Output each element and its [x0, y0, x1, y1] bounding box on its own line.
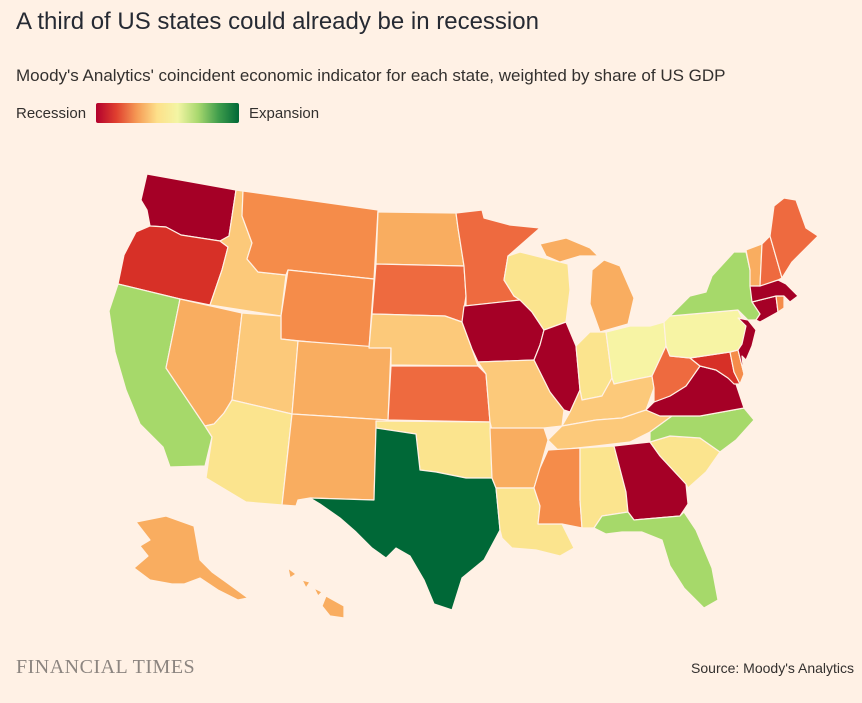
state-sd	[371, 263, 467, 323]
state-tx	[309, 427, 501, 611]
state-fl	[593, 511, 719, 609]
us-states-map	[108, 173, 819, 619]
color-legend: Recession Expansion	[16, 102, 319, 124]
state-pa	[663, 309, 747, 359]
state-nh	[759, 235, 783, 287]
state-ak	[133, 515, 249, 601]
ft-logo: FINANCIAL TIMES	[16, 656, 196, 678]
chart-subtitle: Moody's Analytics' coincident economic i…	[16, 66, 726, 85]
state-mi	[539, 237, 635, 333]
state-ny	[669, 251, 761, 321]
state-ks	[387, 365, 491, 423]
source-note: Source: Moody's Analytics	[691, 660, 854, 676]
state-co	[291, 340, 392, 421]
state-hi	[287, 567, 345, 619]
legend-recession-label: Recession	[16, 104, 87, 122]
state-wy	[280, 269, 375, 349]
state-nd	[375, 211, 465, 267]
chart-title: A third of US states could already be in…	[16, 8, 539, 35]
state-vt	[745, 243, 763, 287]
state-ri	[775, 295, 785, 313]
legend-expansion-label: Expansion	[249, 104, 320, 122]
state-nm	[281, 413, 389, 507]
state-mt	[241, 190, 379, 280]
state-nj	[737, 317, 757, 375]
state-me	[769, 197, 819, 279]
legend-color-scale	[96, 103, 240, 123]
state-il	[533, 321, 581, 413]
